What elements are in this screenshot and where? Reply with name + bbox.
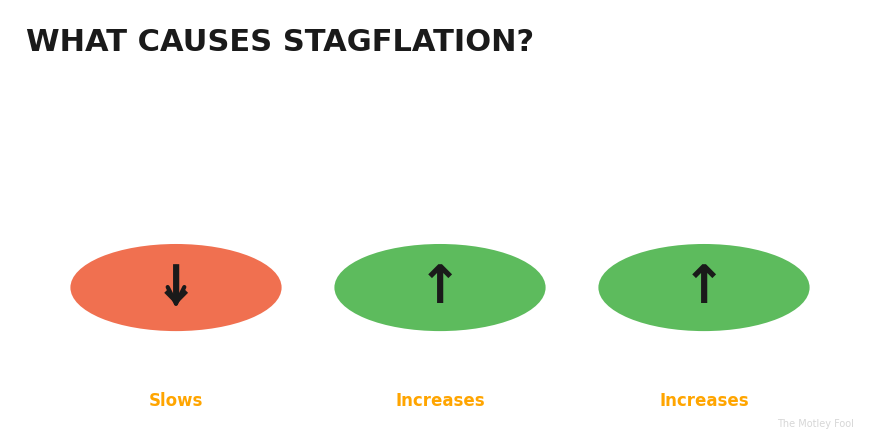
Text: Stagflation:: Stagflation: bbox=[308, 133, 428, 151]
Text: Increases: Increases bbox=[395, 392, 485, 410]
Text: Economic Growth: Economic Growth bbox=[88, 361, 264, 379]
Circle shape bbox=[70, 244, 282, 331]
Circle shape bbox=[583, 238, 825, 337]
Circle shape bbox=[334, 244, 546, 331]
Text: by slowing economic growth and high unemployment.: by slowing economic growth and high unem… bbox=[334, 171, 751, 186]
Text: ↑: ↑ bbox=[682, 261, 726, 314]
Text: ↑: ↑ bbox=[418, 261, 462, 314]
Text: Inflation: Inflation bbox=[398, 361, 482, 379]
Text: Slows: Slows bbox=[149, 392, 203, 410]
Text: elevated inflation that is accompanied elevated inflation that is accompanied: elevated inflation that is accompanied e… bbox=[409, 135, 880, 150]
Circle shape bbox=[319, 238, 561, 337]
Text: ↓: ↓ bbox=[154, 261, 198, 314]
Text: WHAT CAUSES STAGFLATION?: WHAT CAUSES STAGFLATION? bbox=[26, 28, 534, 57]
Text: Increases: Increases bbox=[659, 392, 749, 410]
Text: Unemployment: Unemployment bbox=[627, 361, 781, 379]
Circle shape bbox=[55, 238, 297, 337]
Circle shape bbox=[598, 244, 810, 331]
Text: The Motley Fool: The Motley Fool bbox=[777, 419, 854, 429]
